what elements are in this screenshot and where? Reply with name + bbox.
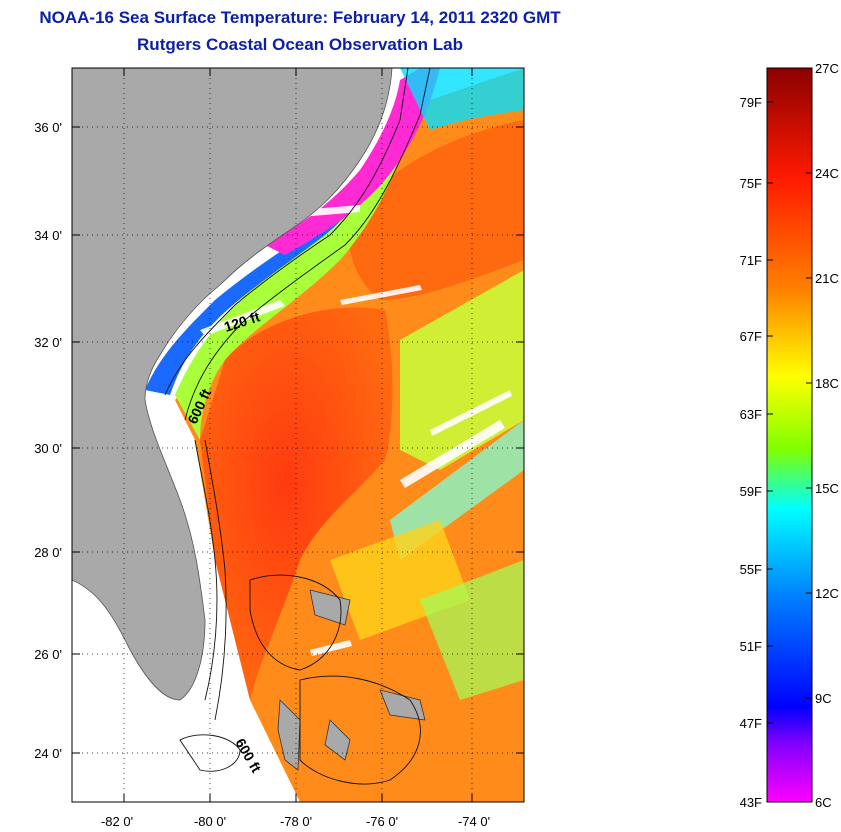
celsius-label: 21C xyxy=(815,271,839,286)
shelf-blue xyxy=(145,140,395,395)
lon-label: -78 0' xyxy=(280,814,312,829)
lat-label: 28 0' xyxy=(34,545,62,560)
cloud-streaks xyxy=(200,205,512,656)
fahrenheit-label: 47F xyxy=(740,716,762,731)
page-title: NOAA-16 Sea Surface Temperature: Februar… xyxy=(39,8,561,27)
lon-label: -76 0' xyxy=(366,814,398,829)
lat-label: 32 0' xyxy=(34,335,62,350)
celsius-label: 12C xyxy=(815,586,839,601)
map-ticks xyxy=(72,68,524,802)
fahrenheit-label: 51F xyxy=(740,639,762,654)
bathymetry-contours xyxy=(164,68,431,785)
celsius-label: 18C xyxy=(815,376,839,391)
ocean-cool-bands xyxy=(400,270,524,470)
colorbar-ticks xyxy=(767,67,812,803)
warm-eddy-north xyxy=(348,120,524,300)
colorbar-fahrenheit-labels: 79F 75F 71F 67F 63F 59F 55F 51F 47F 43F xyxy=(740,95,762,810)
fahrenheit-label: 59F xyxy=(740,484,762,499)
lon-label: -80 0' xyxy=(194,814,226,829)
colorbar: 79F 75F 71F 67F 63F 59F 55F 51F 47F 43F … xyxy=(740,61,839,810)
map-panel xyxy=(72,68,524,802)
landmass-us-southeast xyxy=(72,68,393,701)
landmass-bahamas xyxy=(277,589,426,771)
map-border xyxy=(71,67,525,803)
fahrenheit-label: 75F xyxy=(740,176,762,191)
lat-label: 26 0' xyxy=(34,647,62,662)
fahrenheit-label: 63F xyxy=(740,407,762,422)
nearshore-cyan xyxy=(400,68,524,130)
lat-label: 34 0' xyxy=(34,228,62,243)
page-subtitle: Rutgers Coastal Ocean Observation Lab xyxy=(137,35,463,54)
fahrenheit-label: 43F xyxy=(740,795,762,810)
celsius-label: 6C xyxy=(815,795,832,810)
ocean-green-patch xyxy=(420,560,524,700)
fahrenheit-label: 79F xyxy=(740,95,762,110)
fahrenheit-label: 67F xyxy=(740,329,762,344)
latitude-labels: 36 0' 34 0' 32 0' 30 0' 28 0' 26 0' 24 0… xyxy=(34,120,62,761)
colorbar-gradient xyxy=(766,67,813,803)
lon-label: -82 0' xyxy=(101,814,133,829)
lat-label: 24 0' xyxy=(34,746,62,761)
shelf-green xyxy=(175,120,410,440)
celsius-label: 15C xyxy=(815,481,839,496)
celsius-label: 9C xyxy=(815,691,832,706)
lat-label: 30 0' xyxy=(34,441,62,456)
celsius-label: 27C xyxy=(815,61,839,76)
shelf-magenta xyxy=(265,68,440,255)
lat-label: 36 0' xyxy=(34,120,62,135)
graticule xyxy=(72,68,524,802)
longitude-labels: -82 0' -80 0' -78 0' -76 0' -74 0' xyxy=(101,814,490,829)
ocean-cyan-streaks xyxy=(390,420,524,560)
colorbar-celsius-labels: 27C 24C 21C 18C 15C 12C 9C 6C xyxy=(815,61,839,810)
celsius-label: 24C xyxy=(815,166,839,181)
fahrenheit-label: 55F xyxy=(740,562,762,577)
fahrenheit-label: 71F xyxy=(740,253,762,268)
lon-label: -74 0' xyxy=(458,814,490,829)
